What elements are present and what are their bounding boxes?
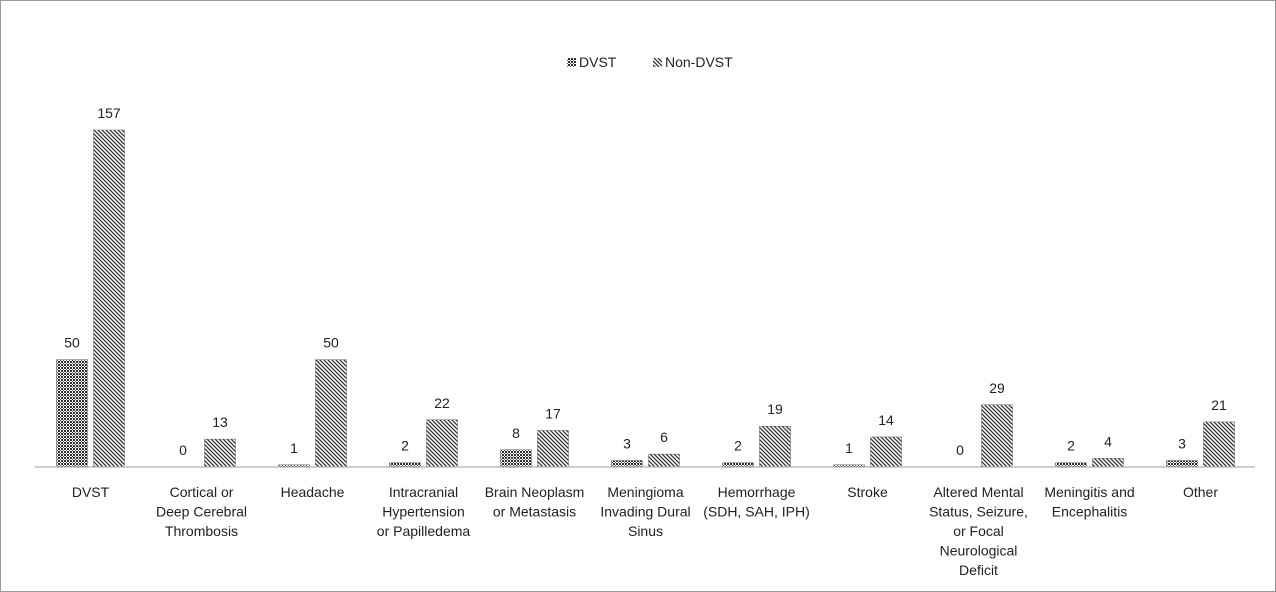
category-label-1: Cortical or Deep Cerebral Thrombosis xyxy=(156,484,247,539)
category-label-line: Status, Seizure, xyxy=(929,504,1028,520)
category-label-10: Other xyxy=(1183,484,1218,500)
category-label-5: Meningioma Invading Dural Sinus xyxy=(600,484,690,539)
category-label-7: Stroke xyxy=(847,484,888,500)
category-label-line: Neurological xyxy=(940,543,1018,559)
category-label-line: Stroke xyxy=(847,484,888,500)
category-label-line: Meningitis and xyxy=(1044,484,1134,500)
bar-non-dvst-7 xyxy=(870,436,902,468)
category-label-line: Cortical or xyxy=(170,484,234,500)
bar-dvst-3 xyxy=(389,462,421,468)
data-label-dvst-1: 0 xyxy=(179,442,187,458)
category-label-line: or Metastasis xyxy=(493,504,576,520)
bar-non-dvst-4 xyxy=(537,430,569,468)
data-label-dvst-7: 1 xyxy=(845,440,853,456)
bar-dvst-10 xyxy=(1166,460,1198,468)
bar-dvst-9 xyxy=(1055,462,1087,468)
data-label-non-dvst-5: 6 xyxy=(660,429,668,445)
data-label-non-dvst-0: 157 xyxy=(97,105,121,121)
category-labels-group: DVST Cortical or Deep Cerebral Thrombosis He… xyxy=(72,484,1219,578)
category-label-2: Headache xyxy=(281,484,345,500)
category-label-4: Brain Neoplasm or Metastasis xyxy=(485,484,585,520)
legend-swatch-non-dvst xyxy=(653,58,662,67)
bar-dvst-4 xyxy=(500,449,532,468)
category-label-line: Altered Mental xyxy=(933,484,1023,500)
bar-non-dvst-8 xyxy=(981,404,1013,468)
category-label-line: Deep Cerebral xyxy=(156,504,247,520)
category-label-3: Intracranial Hypertension or Papilledema xyxy=(377,484,471,539)
data-label-dvst-2: 1 xyxy=(290,440,298,456)
legend: DVST Non-DVST xyxy=(567,54,733,70)
category-label-6: Hemorrhage (SDH, SAH, IPH) xyxy=(703,484,810,520)
category-label-line: or Focal xyxy=(953,523,1004,539)
data-label-dvst-3: 2 xyxy=(401,438,409,454)
category-label-line: Hypertension xyxy=(382,504,465,520)
bar-non-dvst-6 xyxy=(759,426,791,468)
category-label-line: Encephalitis xyxy=(1052,504,1128,520)
legend-label-dvst: DVST xyxy=(579,54,617,70)
data-label-non-dvst-10: 21 xyxy=(1211,397,1227,413)
category-label-0: DVST xyxy=(72,484,110,500)
category-label-line: Other xyxy=(1183,484,1218,500)
data-label-non-dvst-8: 29 xyxy=(989,380,1005,396)
category-label-line: or Papilledema xyxy=(377,523,471,539)
bars-group xyxy=(56,129,1235,468)
data-label-non-dvst-9: 4 xyxy=(1104,433,1112,449)
bar-dvst-6 xyxy=(722,462,754,468)
data-label-dvst-9: 2 xyxy=(1067,438,1075,454)
data-label-dvst-5: 3 xyxy=(623,436,631,452)
bar-dvst-0 xyxy=(56,359,88,468)
data-label-dvst-8: 0 xyxy=(956,442,964,458)
data-label-non-dvst-7: 14 xyxy=(878,412,894,428)
category-label-line: Meningioma xyxy=(607,484,683,500)
data-label-non-dvst-6: 19 xyxy=(767,401,783,417)
data-label-non-dvst-1: 13 xyxy=(212,414,228,430)
data-label-dvst-10: 3 xyxy=(1178,436,1186,452)
bar-dvst-5 xyxy=(611,460,643,468)
data-label-dvst-4: 8 xyxy=(512,425,520,441)
bar-non-dvst-1 xyxy=(204,438,236,468)
bar-non-dvst-2 xyxy=(315,359,347,468)
category-label-line: Invading Dural xyxy=(600,504,690,520)
bar-non-dvst-9 xyxy=(1092,458,1124,468)
category-label-line: Brain Neoplasm xyxy=(485,484,585,500)
category-label-8: Altered Mental Status, Seizure, or Focal Ne… xyxy=(929,484,1028,578)
category-label-line: Deficit xyxy=(959,562,998,578)
category-label-line: (SDH, SAH, IPH) xyxy=(703,504,810,520)
data-label-dvst-6: 2 xyxy=(734,438,742,454)
category-label-line: Sinus xyxy=(628,523,663,539)
bar-non-dvst-3 xyxy=(426,419,458,468)
category-label-9: Meningitis and Encephalitis xyxy=(1044,484,1134,520)
data-label-non-dvst-4: 17 xyxy=(545,406,561,422)
bar-non-dvst-5 xyxy=(648,453,680,468)
category-label-line: Intracranial xyxy=(389,484,458,500)
legend-label-non-dvst: Non-DVST xyxy=(665,54,733,70)
category-label-line: Headache xyxy=(281,484,345,500)
data-label-non-dvst-3: 22 xyxy=(434,395,450,411)
category-label-line: Thrombosis xyxy=(165,523,238,539)
data-label-non-dvst-2: 50 xyxy=(323,335,339,351)
category-label-line: Hemorrhage xyxy=(718,484,796,500)
bar-non-dvst-10 xyxy=(1203,421,1235,468)
category-label-line: DVST xyxy=(72,484,110,500)
data-label-dvst-0: 50 xyxy=(64,335,80,351)
legend-swatch-dvst xyxy=(567,58,576,67)
bar-non-dvst-0 xyxy=(93,129,125,468)
